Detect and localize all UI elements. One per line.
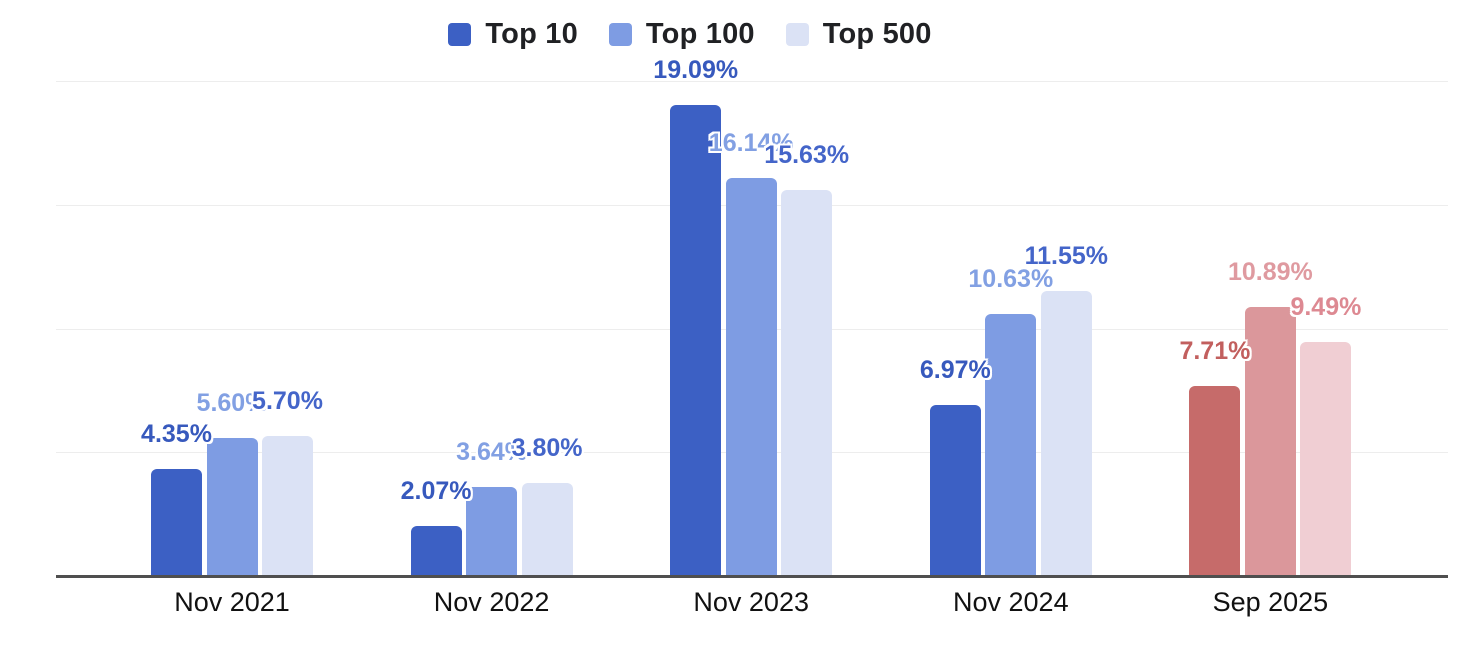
gridline-20pct [56, 81, 1448, 82]
bar-top-500-nov-2024[interactable] [1040, 291, 1092, 577]
value-label-top-500-nov-2021: 5.70% [252, 386, 323, 415]
value-label-top-10-nov-2023: 19.09% [653, 55, 739, 84]
bar-top-100-nov-2023[interactable] [725, 177, 777, 577]
x-axis-label-nov-2024: Nov 2024 [953, 587, 1069, 617]
legend-swatch-top-100 [608, 23, 632, 46]
x-axis-label-sep-2025: Sep 2025 [1212, 587, 1329, 617]
bar-top-10-nov-2022[interactable] [410, 525, 462, 577]
bar-top-100-nov-2024[interactable] [985, 313, 1037, 577]
legend-label-top-100: Top 100 [645, 18, 755, 50]
value-label-top-10-sep-2025: 7.71% [1179, 337, 1251, 366]
value-label-top-500-sep-2025: 9.49% [1290, 293, 1362, 322]
value-label-top-10-nov-2022: 2.07% [400, 476, 472, 505]
x-axis-label-nov-2023: Nov 2023 [693, 587, 809, 617]
legend-label-top-500: Top 500 [822, 18, 932, 50]
bar-top-10-nov-2021[interactable] [151, 469, 202, 577]
bar-top-500-nov-2022[interactable] [521, 482, 573, 577]
x-axis-label-nov-2021: Nov 2021 [174, 587, 290, 617]
value-label-top-100-nov-2023: 16.14% [708, 128, 794, 157]
value-label-top-500-nov-2024: 11.55% [1024, 242, 1109, 271]
legend-item-top-100[interactable]: Top 100 [608, 18, 755, 51]
value-label-top-500-nov-2023: 15.63% [764, 141, 850, 170]
value-label-top-10-nov-2024: 6.97% [919, 355, 991, 384]
legend: Top 10 Top 100 Top 500 [0, 18, 1472, 51]
value-label-top-500-nov-2022: 3.80% [511, 433, 583, 462]
bar-top-10-sep-2025[interactable] [1189, 386, 1241, 577]
bar-top-100-sep-2025[interactable] [1244, 307, 1296, 577]
bar-top-100-nov-2021[interactable] [206, 438, 258, 577]
x-axis-line [56, 575, 1448, 578]
legend-swatch-top-10 [448, 23, 472, 46]
legend-label-top-10: Top 10 [485, 18, 578, 50]
value-label-top-100-nov-2024: 10.63% [968, 264, 1054, 293]
legend-item-top-10[interactable]: Top 10 [448, 18, 578, 51]
plot-area: 4.35% 5.60% 5.70% 2.07% 3.64% 3.80% 19.09% 16.1… [56, 0, 1448, 577]
value-label-top-100-nov-2022: 3.64% [456, 437, 528, 466]
x-axis-label-nov-2022: Nov 2022 [433, 587, 550, 617]
value-label-top-100-sep-2025: 10.89% [1227, 258, 1313, 287]
bar-top-500-nov-2023[interactable] [781, 190, 833, 577]
value-label-top-100-nov-2021: 5.60% [196, 389, 268, 418]
bar-top-10-nov-2024[interactable] [929, 404, 981, 577]
bar-top-100-nov-2022[interactable] [466, 486, 518, 577]
legend-swatch-top-500 [785, 23, 809, 46]
legend-item-top-500[interactable]: Top 500 [785, 18, 932, 51]
bar-top-500-sep-2025[interactable] [1300, 342, 1352, 577]
value-label-top-10-nov-2021: 4.35% [141, 420, 212, 449]
bar-top-500-nov-2021[interactable] [262, 435, 313, 577]
bar-top-10-nov-2023[interactable] [670, 104, 722, 577]
